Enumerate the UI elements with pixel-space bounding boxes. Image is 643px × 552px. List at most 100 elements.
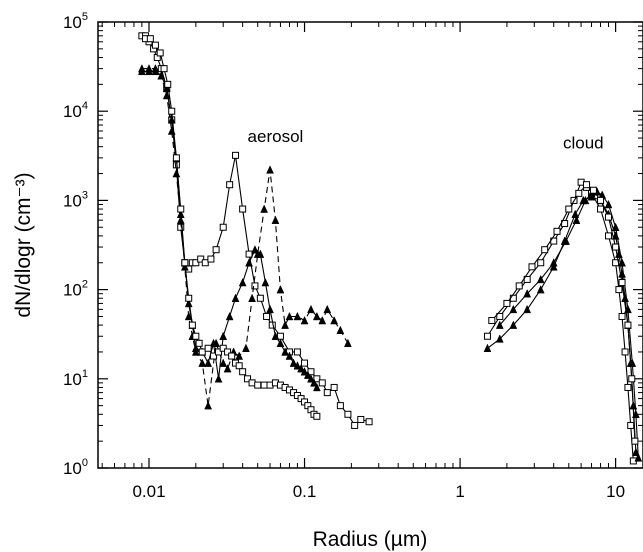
- data-point: [204, 401, 213, 410]
- data-point: [160, 65, 168, 73]
- data-point: [310, 378, 318, 387]
- data-point: [634, 453, 643, 462]
- data-point: [177, 205, 185, 213]
- plot-frame: [97, 21, 643, 469]
- data-point: [157, 71, 166, 80]
- data-point: [145, 66, 153, 76]
- data-point: [624, 321, 632, 329]
- data-point: [323, 304, 332, 314]
- data-point: [495, 334, 504, 343]
- data-point: [628, 375, 636, 383]
- data-point: [615, 286, 623, 294]
- data-point: [232, 151, 240, 159]
- data-point: [231, 293, 240, 302]
- data-point: [495, 320, 504, 329]
- data-point: [191, 343, 200, 353]
- data-point: [562, 236, 570, 245]
- data-point: [496, 312, 504, 320]
- data-point: [300, 367, 309, 376]
- data-point: [212, 246, 220, 254]
- data-point: [281, 320, 289, 329]
- data-point: [351, 421, 359, 429]
- data-point: [248, 293, 256, 302]
- data-point: [509, 294, 517, 302]
- data-point: [541, 246, 549, 254]
- data-point: [276, 338, 285, 348]
- data-point: [210, 352, 218, 360]
- y-tick-label: 102: [63, 279, 88, 300]
- data-point: [509, 320, 518, 329]
- y-tick-label: 105: [63, 11, 88, 32]
- data-point: [597, 196, 605, 204]
- series-1: [137, 64, 352, 410]
- data-point: [565, 205, 573, 213]
- data-point: [597, 205, 605, 213]
- data-point: [515, 282, 523, 290]
- data-point: [254, 381, 262, 389]
- data-point: [172, 154, 180, 162]
- data-point: [266, 304, 274, 314]
- data-point: [146, 35, 154, 43]
- data-point: [271, 331, 280, 340]
- data-point: [245, 250, 253, 258]
- data-point: [357, 415, 365, 423]
- data-point: [266, 165, 274, 174]
- series-0: [138, 32, 373, 429]
- data-point: [631, 437, 639, 445]
- data-point: [185, 294, 193, 302]
- data-point: [572, 215, 581, 224]
- data-point: [344, 338, 352, 348]
- data-point: [223, 364, 232, 373]
- data-point: [245, 258, 253, 267]
- data-point: [483, 343, 492, 353]
- data-point: [260, 204, 269, 213]
- data-point: [219, 223, 227, 231]
- data-point: [184, 298, 193, 308]
- data-point: [318, 379, 326, 387]
- series-line: [141, 35, 370, 427]
- data-point: [261, 277, 270, 287]
- data-point: [225, 311, 234, 321]
- data-point: [549, 262, 558, 271]
- data-point: [244, 375, 252, 383]
- y-tick-label: 101: [63, 368, 88, 389]
- data-point: [256, 249, 265, 258]
- data-point: [293, 311, 302, 321]
- data-point: [293, 361, 302, 370]
- data-point: [168, 107, 176, 115]
- data-point: [323, 389, 331, 397]
- data-point: [313, 412, 321, 420]
- data-point: [549, 258, 558, 267]
- data-point: [151, 41, 159, 49]
- series-2: [137, 66, 321, 392]
- data-point: [300, 315, 309, 325]
- data-point: [523, 289, 532, 298]
- data-point: [581, 195, 590, 205]
- data-point: [198, 348, 206, 356]
- data-point: [330, 383, 338, 391]
- data-point: [172, 168, 181, 178]
- data-point: [214, 374, 223, 383]
- data-point: [604, 213, 612, 221]
- data-point: [235, 351, 244, 360]
- data-point: [201, 259, 209, 267]
- data-point: [624, 383, 632, 391]
- data-point: [226, 181, 234, 189]
- series-3: [142, 35, 321, 420]
- data-point: [571, 209, 580, 218]
- data-point: [575, 189, 583, 197]
- data-point: [156, 49, 164, 57]
- data-point: [188, 321, 196, 329]
- data-point: [204, 358, 213, 367]
- data-point: [293, 348, 301, 356]
- data-point: [509, 304, 518, 314]
- x-tick-label: 1: [455, 482, 464, 501]
- y-tick-label: 100: [63, 457, 88, 478]
- data-point: [256, 294, 264, 302]
- data-point: [238, 277, 247, 287]
- data-point: [604, 199, 613, 209]
- data-point: [503, 299, 511, 307]
- data-point: [618, 279, 626, 287]
- data-point: [312, 311, 321, 321]
